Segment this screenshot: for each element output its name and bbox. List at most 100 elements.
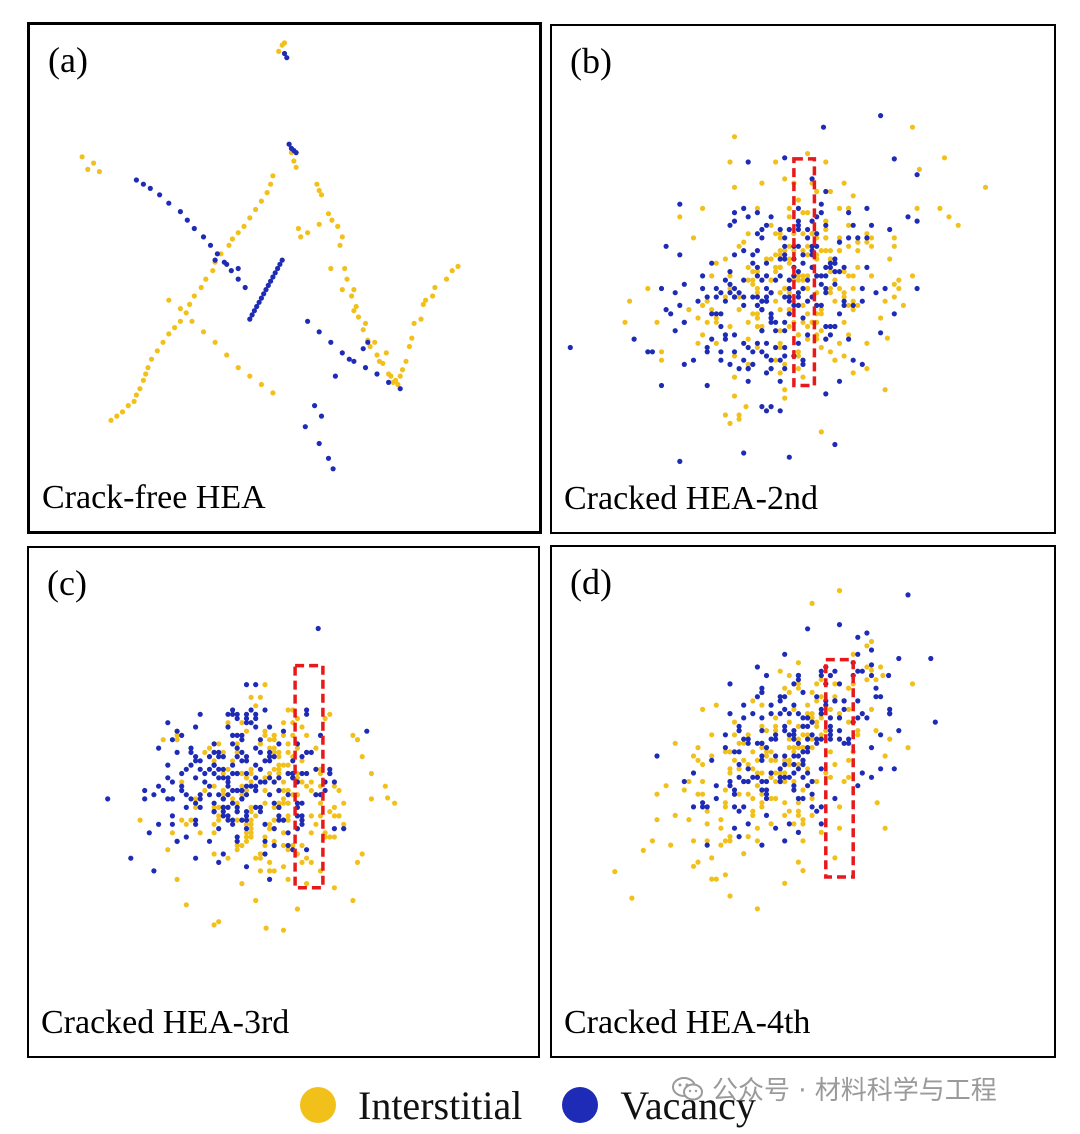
vacancy-point xyxy=(331,826,337,832)
interstitial-point xyxy=(731,393,738,399)
interstitial-point xyxy=(745,361,751,367)
interstitial-point xyxy=(773,357,779,363)
vacancy-point xyxy=(805,749,811,755)
interstitial-point xyxy=(677,214,683,220)
interstitial-point xyxy=(248,694,254,700)
interstitial-point xyxy=(754,825,760,831)
interstitial-point xyxy=(243,834,250,840)
interstitial-point xyxy=(280,842,287,849)
vacancy-point xyxy=(864,264,870,270)
vacancy-point xyxy=(230,787,236,794)
vacancy-point xyxy=(846,235,852,241)
vacancy-point xyxy=(188,749,194,755)
vacancy-point xyxy=(261,291,267,297)
vacancy-point xyxy=(280,728,287,734)
vacancy-point xyxy=(677,458,683,464)
vacancy-point xyxy=(859,361,865,367)
interstitial-point xyxy=(418,316,424,322)
vacancy-point xyxy=(864,235,870,241)
interstitial-point xyxy=(777,770,783,776)
interstitial-point xyxy=(393,377,399,383)
vacancy-point xyxy=(836,715,843,721)
vacancy-point xyxy=(795,829,801,835)
vacancy-point xyxy=(271,754,277,760)
vacancy-point xyxy=(677,302,683,308)
vacancy-point xyxy=(262,758,268,764)
panel-label-d: (d) xyxy=(570,562,612,602)
interstitial-point xyxy=(137,386,143,392)
interstitial-point xyxy=(374,352,380,358)
vacancy-point xyxy=(914,218,920,224)
vacancy-point xyxy=(658,382,665,389)
interstitial-point xyxy=(640,847,646,853)
vacancy-point xyxy=(878,694,884,700)
vacancy-point xyxy=(741,340,747,346)
vacancy-point xyxy=(809,778,815,785)
vacancy-point xyxy=(188,745,194,751)
interstitial-point xyxy=(695,791,701,797)
interstitial-point xyxy=(248,779,254,785)
interstitial-point xyxy=(308,830,314,836)
vacancy-point xyxy=(777,408,783,414)
legend-vacancy-swatch xyxy=(562,1087,599,1123)
interstitial-point xyxy=(864,231,870,237)
interstitial-point xyxy=(946,214,952,220)
interstitial-point xyxy=(782,361,788,367)
interstitial-point xyxy=(700,205,706,211)
interstitial-point xyxy=(759,180,765,186)
vacancy-point xyxy=(286,141,292,147)
vacancy-point xyxy=(243,720,250,726)
vacancy-point xyxy=(795,205,801,211)
vacancy-point xyxy=(809,804,815,810)
interstitial-point xyxy=(773,723,779,729)
vacancy-point xyxy=(193,817,199,823)
vacancy-point xyxy=(873,694,879,700)
vacancy-point xyxy=(681,778,687,785)
vacancy-point xyxy=(188,796,194,802)
vacancy-point xyxy=(782,706,788,712)
interstitial-point xyxy=(745,761,751,768)
vacancy-point xyxy=(713,285,719,292)
interstitial-point xyxy=(220,749,226,755)
interstitial-point xyxy=(203,276,209,282)
panel-d: (d) Cracked HEA-4th xyxy=(550,545,1056,1058)
vacancy-point xyxy=(362,365,369,371)
interstitial-point xyxy=(718,842,724,848)
vacancy-point xyxy=(225,804,231,810)
interstitial-point xyxy=(777,252,783,258)
interstitial-point xyxy=(745,834,751,840)
interstitial-point xyxy=(818,307,824,313)
vacancy-point xyxy=(731,787,738,793)
interstitial-point xyxy=(349,293,355,299)
vacancy-point xyxy=(805,626,811,632)
vacancy-point xyxy=(763,298,770,304)
interstitial-point xyxy=(331,804,337,810)
interstitial-point xyxy=(216,817,222,823)
interstitial-point xyxy=(827,749,833,755)
vacancy-point xyxy=(216,749,222,755)
interstitial-point xyxy=(148,356,155,362)
interstitial-point xyxy=(372,339,378,345)
interstitial-point xyxy=(800,302,806,308)
vacancy-point xyxy=(364,728,370,734)
interstitial-point xyxy=(850,273,856,279)
interstitial-point xyxy=(166,297,172,303)
vacancy-point xyxy=(257,779,263,785)
vacancy-point xyxy=(763,260,770,266)
interstitial-point xyxy=(239,881,245,887)
vacancy-point xyxy=(786,821,792,827)
interstitial-point xyxy=(327,711,333,717)
vacancy-point xyxy=(886,672,892,679)
wechat-icon xyxy=(672,1076,703,1100)
interstitial-point xyxy=(805,336,811,342)
vacancy-point xyxy=(800,260,806,266)
interstitial-point xyxy=(350,897,356,904)
vacancy-point xyxy=(759,787,765,793)
vacancy-point xyxy=(820,124,827,130)
interstitial-point xyxy=(200,329,207,335)
vacancy-point xyxy=(206,766,213,772)
interstitial-point xyxy=(745,336,751,342)
interstitial-point xyxy=(280,830,287,836)
vacancy-point xyxy=(330,466,336,472)
interstitial-point xyxy=(179,779,185,785)
